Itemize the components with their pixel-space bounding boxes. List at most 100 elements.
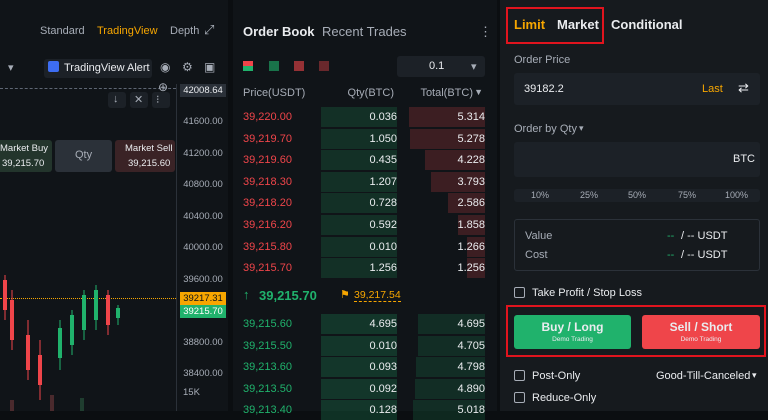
label[interactable]: Order by Qty bbox=[514, 123, 577, 135]
tpsl-label[interactable]: Take Profit / Stop Loss bbox=[532, 287, 643, 299]
market-sell-label: Market Sell bbox=[125, 143, 173, 154]
dropdown-icon[interactable]: ▾ bbox=[579, 123, 584, 133]
view-icon[interactable] bbox=[319, 61, 329, 71]
qty-input[interactable]: Qty bbox=[55, 140, 112, 172]
total: 1.256 bbox=[457, 262, 485, 275]
mark-price: 39,217.54 bbox=[354, 289, 401, 302]
price-label: 42008.64 bbox=[180, 84, 226, 97]
dropdown-icon[interactable]: ▾ bbox=[752, 370, 757, 380]
total-bar bbox=[466, 236, 485, 257]
price: 39,218.30 bbox=[243, 175, 292, 188]
last-price: 39,215.70 bbox=[259, 288, 317, 303]
qty: 0.092 bbox=[369, 382, 397, 395]
down-button[interactable]: ↓ bbox=[108, 92, 126, 108]
percent[interactable]: 100% bbox=[725, 190, 749, 200]
last-price-label: 39217.31 bbox=[180, 292, 226, 305]
view-both-icon[interactable] bbox=[243, 61, 253, 71]
price-label: 40000.00 bbox=[183, 242, 223, 253]
book-row: 39,219.70 1.050 5.278 bbox=[233, 128, 497, 149]
qty-bar bbox=[321, 171, 397, 192]
settings-icon[interactable]: ⚙ bbox=[182, 60, 193, 74]
candles bbox=[3, 275, 120, 411]
book-row: 39,216.20 0.592 1.858 bbox=[233, 215, 497, 235]
qty: 0.128 bbox=[369, 404, 397, 417]
cost-rest: / -- USDT bbox=[681, 249, 728, 261]
qty: 0.592 bbox=[369, 219, 397, 231]
market-sell[interactable]: Market Sell 39,215.60 bbox=[115, 140, 175, 172]
checkbox[interactable] bbox=[514, 370, 525, 381]
swap-icon[interactable]: ⇄ bbox=[738, 80, 749, 95]
sort-icon[interactable]: ▼ bbox=[474, 87, 483, 97]
reduce-only-label[interactable]: Reduce-Only bbox=[532, 392, 597, 404]
collapse-button[interactable]: ✕ bbox=[130, 92, 148, 108]
qty-bar bbox=[321, 236, 397, 257]
cost-amount: -- bbox=[667, 249, 675, 261]
qty-input[interactable]: BTC bbox=[514, 142, 760, 177]
view-bids-icon[interactable] bbox=[269, 61, 279, 71]
price: 39,215.70 bbox=[243, 262, 292, 275]
total: 5.278 bbox=[457, 132, 485, 145]
tab[interactable]: Standard bbox=[40, 25, 85, 37]
more-icon[interactable]: ⋮ bbox=[479, 24, 492, 39]
qty: 0.010 bbox=[369, 240, 397, 253]
qty-bar bbox=[321, 193, 397, 214]
buy-button[interactable]: Buy / Long Demo Trading bbox=[514, 315, 631, 349]
last-button[interactable]: Last bbox=[702, 83, 723, 95]
header: Price(USDT) bbox=[243, 87, 306, 99]
total-bar bbox=[409, 128, 485, 149]
tab[interactable]: Order Book bbox=[243, 24, 315, 39]
price: 39,213.60 bbox=[243, 361, 292, 374]
total-bar bbox=[458, 215, 485, 235]
tab[interactable]: Limit bbox=[514, 17, 546, 32]
checkbox[interactable] bbox=[514, 287, 525, 298]
market-buy-price: 39,215.70 bbox=[2, 158, 45, 169]
percent[interactable]: 10% bbox=[531, 190, 550, 200]
market-buy[interactable]: Market Buy 39,215.70 bbox=[0, 140, 52, 172]
percent[interactable]: 25% bbox=[580, 190, 599, 200]
price-value: 39182.2 bbox=[524, 83, 564, 95]
price-label: 40400.00 bbox=[183, 211, 223, 222]
qty: 0.728 bbox=[369, 197, 397, 210]
sell-button[interactable]: Sell / Short Demo Trading bbox=[642, 315, 760, 349]
price-input[interactable]: 39182.2 Last ⇄ bbox=[514, 73, 760, 105]
qty-unit: BTC bbox=[733, 153, 755, 165]
order-book-panel: Order Book Recent Trades ⋮ 0.1 ▾ Price(U… bbox=[233, 0, 497, 420]
total: 4.890 bbox=[457, 382, 485, 395]
price: 39,218.20 bbox=[243, 197, 292, 210]
tab[interactable]: TradingView bbox=[97, 25, 158, 37]
percent[interactable]: 50% bbox=[628, 190, 647, 200]
tab[interactable]: Market bbox=[557, 17, 599, 32]
post-only-label[interactable]: Post-Only bbox=[532, 370, 581, 382]
percent[interactable]: 75% bbox=[678, 190, 697, 200]
expand-icon[interactable]: ⤢ bbox=[204, 22, 215, 37]
percent-slider[interactable]: 10% 25% 50% 75% 100% bbox=[514, 189, 760, 202]
more-button[interactable]: ⁝ bbox=[152, 92, 170, 108]
qty-bar bbox=[321, 215, 397, 235]
tab[interactable]: Depth bbox=[170, 25, 200, 37]
last-price-arrow: ↑ bbox=[243, 287, 250, 302]
qty: 0.093 bbox=[369, 361, 397, 374]
qty: 1.207 bbox=[369, 175, 397, 188]
checkbox[interactable] bbox=[514, 392, 525, 403]
dropdown-icon[interactable]: ▾ bbox=[8, 62, 14, 74]
mark-price-label: 39215.70 bbox=[180, 305, 226, 318]
book-row: 39,220.00 0.036 5.314 bbox=[233, 107, 497, 127]
alert-button[interactable]: TradingView Alert bbox=[44, 59, 152, 78]
precision-select[interactable]: 0.1 ▾ bbox=[397, 56, 485, 77]
total-bar bbox=[467, 258, 485, 279]
price-label: 38400.00 bbox=[183, 368, 223, 379]
add-icon[interactable]: ⊕ bbox=[158, 80, 169, 94]
tab[interactable]: Conditional bbox=[611, 17, 683, 32]
price: 39,220.00 bbox=[243, 111, 292, 123]
view-asks-icon[interactable] bbox=[294, 61, 304, 71]
book-row: 39,219.60 0.435 4.228 bbox=[233, 150, 497, 171]
qty-bar bbox=[321, 107, 397, 127]
tab[interactable]: Recent Trades bbox=[322, 24, 407, 39]
tif-select[interactable]: Good-Till-Canceled bbox=[656, 370, 751, 382]
value-rest: / -- USDT bbox=[681, 230, 728, 242]
camera-icon[interactable]: ◉ bbox=[160, 60, 171, 74]
highlight-box bbox=[506, 305, 766, 357]
qty-bar bbox=[321, 314, 397, 334]
layout-icon[interactable]: ▣ bbox=[204, 60, 216, 74]
price: 39,219.60 bbox=[243, 154, 292, 167]
